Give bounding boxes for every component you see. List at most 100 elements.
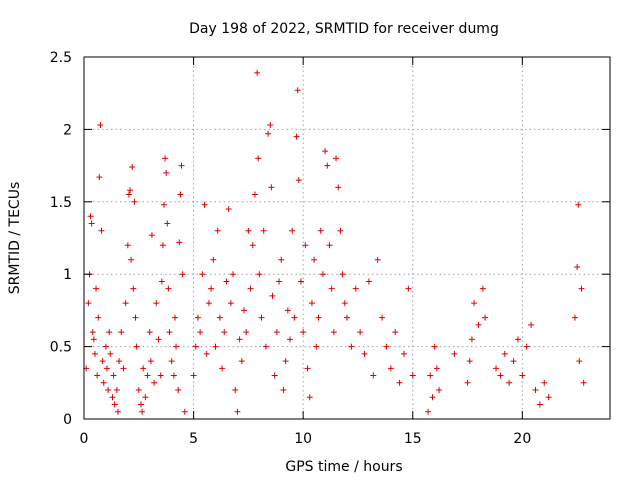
data-point	[140, 365, 147, 372]
data-point	[284, 307, 291, 314]
data-point	[137, 401, 144, 408]
data-point	[267, 122, 274, 129]
grid-lines	[84, 57, 610, 419]
data-point	[110, 372, 117, 379]
data-point	[282, 358, 289, 365]
data-point	[466, 358, 473, 365]
data-point	[208, 285, 215, 292]
data-point	[100, 379, 107, 386]
data-point	[348, 343, 355, 350]
chart-title: Day 198 of 2022, SRMTID for receiver dum…	[189, 21, 499, 37]
x-axis-label: GPS time / hours	[285, 459, 402, 475]
data-point	[409, 372, 416, 379]
data-point	[337, 227, 344, 234]
data-point	[262, 343, 269, 350]
data-point	[249, 242, 256, 249]
data-point	[157, 372, 164, 379]
data-point	[245, 227, 252, 234]
data-point	[365, 278, 372, 285]
data-point	[425, 408, 432, 415]
data-point	[311, 256, 318, 263]
data-point	[205, 300, 212, 307]
data-point	[464, 379, 471, 386]
data-point	[475, 321, 482, 328]
data-point	[335, 184, 342, 191]
data-point	[176, 239, 183, 246]
data-point	[155, 336, 162, 343]
data-point	[295, 177, 302, 184]
data-point	[255, 155, 262, 162]
data-point	[116, 358, 123, 365]
data-point	[287, 336, 294, 343]
data-point	[90, 336, 97, 343]
data-point	[576, 358, 583, 365]
y-tick-label: 1.5	[50, 195, 72, 211]
data-point	[436, 387, 443, 394]
data-point	[339, 271, 346, 278]
data-point	[571, 314, 578, 321]
data-point	[501, 350, 508, 357]
y-tick-label: 0	[63, 412, 72, 428]
data-point	[177, 191, 184, 198]
data-point	[330, 329, 337, 336]
data-point	[361, 350, 368, 357]
data-point	[370, 372, 377, 379]
data-point	[319, 271, 326, 278]
data-point	[132, 314, 139, 321]
data-point	[271, 372, 278, 379]
data-point	[265, 130, 272, 137]
data-point	[352, 285, 359, 292]
data-point	[258, 314, 265, 321]
x-tick-label: 10	[294, 431, 312, 447]
data-point	[153, 300, 160, 307]
data-point	[97, 122, 104, 129]
data-point	[203, 350, 210, 357]
data-point	[221, 329, 228, 336]
data-point	[118, 329, 125, 336]
data-point	[133, 343, 140, 350]
data-point	[497, 372, 504, 379]
data-point	[87, 213, 94, 220]
data-point	[113, 387, 120, 394]
data-point	[171, 314, 178, 321]
plot-frame	[83, 56, 611, 420]
data-point	[216, 314, 223, 321]
data-points	[83, 69, 587, 415]
data-point	[493, 365, 500, 372]
data-point	[396, 379, 403, 386]
data-point	[175, 387, 182, 394]
data-point	[324, 162, 331, 169]
data-point	[280, 387, 287, 394]
data-point	[400, 350, 407, 357]
data-point	[160, 201, 167, 208]
data-point	[151, 379, 158, 386]
data-point	[545, 394, 552, 401]
data-point	[96, 174, 103, 181]
data-point	[268, 184, 275, 191]
y-tick-label: 2	[63, 122, 72, 138]
data-point	[85, 300, 92, 307]
data-point	[315, 314, 322, 321]
data-point	[247, 285, 254, 292]
data-point	[197, 329, 204, 336]
x-tick-label: 20	[513, 431, 531, 447]
data-point	[243, 329, 250, 336]
data-point	[131, 198, 138, 205]
data-point	[471, 300, 478, 307]
data-point	[163, 169, 170, 176]
data-point	[344, 314, 350, 321]
data-point	[273, 329, 280, 336]
data-point	[506, 379, 513, 386]
data-point	[120, 365, 127, 372]
data-point	[278, 256, 285, 263]
data-point	[383, 343, 390, 350]
data-point	[129, 164, 136, 171]
data-point	[128, 256, 135, 263]
data-point	[482, 314, 489, 321]
data-point	[165, 285, 172, 292]
data-point	[168, 358, 175, 365]
data-point	[162, 155, 169, 162]
data-point	[523, 343, 530, 350]
data-point	[142, 394, 149, 401]
